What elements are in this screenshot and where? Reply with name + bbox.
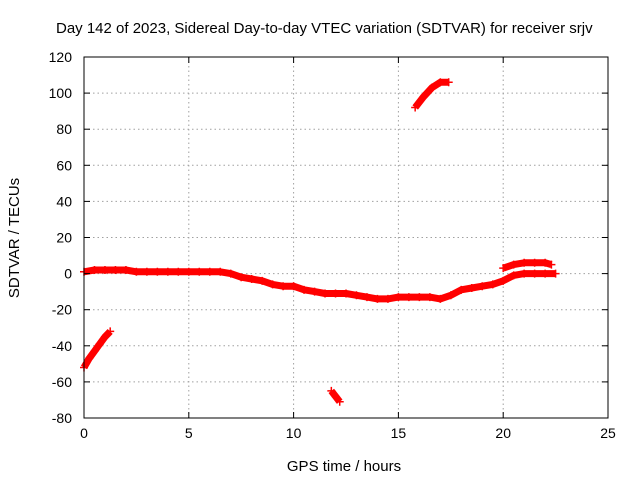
data-point	[163, 267, 172, 276]
x-tick-label: 0	[80, 425, 88, 441]
data-point	[132, 267, 141, 276]
data-point	[331, 289, 340, 298]
data-point	[195, 267, 204, 276]
data-point	[342, 289, 350, 298]
x-tick-label: 5	[185, 425, 193, 441]
y-axis-label: SDTVAR / TECUs	[6, 178, 23, 298]
y-tick-label: 80	[56, 121, 72, 137]
data-point	[436, 294, 445, 303]
data-point	[279, 282, 288, 291]
data-point	[216, 267, 225, 276]
y-tick-label: -80	[52, 410, 72, 426]
data-point	[446, 291, 455, 300]
data-point	[258, 276, 267, 285]
data-point	[174, 267, 183, 276]
data-point	[85, 354, 94, 363]
data-point	[547, 260, 556, 269]
data-point	[310, 287, 319, 296]
data-point	[499, 264, 508, 273]
data-point	[520, 269, 529, 278]
x-tick-label: 10	[286, 425, 302, 441]
data-point	[509, 260, 518, 269]
data-point	[530, 269, 539, 278]
data-point	[300, 285, 309, 294]
data-point	[106, 327, 115, 336]
data-point	[488, 280, 497, 289]
y-tick-label: 120	[49, 49, 73, 65]
data-point	[268, 280, 277, 289]
data-point	[394, 293, 403, 302]
data-point	[335, 397, 344, 406]
data-point	[205, 267, 214, 276]
data-point	[153, 267, 162, 276]
data-point	[90, 265, 99, 274]
data-point	[478, 282, 487, 291]
series-arc-upper-right	[502, 259, 553, 272]
y-tick-label: 60	[56, 157, 72, 173]
data-point	[90, 347, 99, 356]
x-tick-label: 20	[495, 425, 511, 441]
data-point	[321, 289, 330, 298]
data-point	[184, 267, 193, 276]
y-tick-label: 20	[56, 230, 72, 246]
data-point	[444, 78, 453, 87]
data-point	[327, 386, 336, 395]
data-point	[100, 265, 109, 274]
data-point	[415, 293, 424, 302]
data-point	[427, 83, 436, 92]
y-tick-label: 100	[49, 85, 73, 101]
data-point	[289, 282, 298, 291]
data-point	[436, 78, 445, 87]
data-point	[541, 269, 550, 278]
data-point	[425, 293, 434, 302]
data-point	[100, 332, 109, 341]
data-point	[352, 291, 361, 300]
data-point	[142, 267, 151, 276]
data-point	[404, 293, 413, 302]
y-tick-label: -20	[52, 302, 72, 318]
series-main	[83, 266, 556, 303]
data-point	[111, 265, 120, 274]
data-point	[95, 339, 104, 348]
data-point	[362, 293, 371, 302]
x-axis-label: GPS time / hours	[287, 458, 401, 475]
data-point	[457, 285, 466, 294]
data-point	[121, 265, 130, 274]
data-point	[226, 269, 235, 278]
chart-title: Day 142 of 2023, Sidereal Day-to-day VTE…	[56, 20, 593, 37]
y-tick-label: -40	[52, 338, 72, 354]
x-tick-label: 15	[391, 425, 407, 441]
data-point	[520, 258, 529, 267]
series-arc-start	[80, 328, 113, 370]
data-point	[499, 276, 508, 285]
y-tick-label: 0	[64, 266, 72, 282]
data-point	[331, 392, 340, 401]
data-point	[247, 275, 256, 284]
data-point	[530, 258, 539, 267]
data-point	[541, 258, 550, 267]
ticks: 0 5 10 15 20 25 -80 -60 -40 -20 0 20 40 60 80 100 120	[49, 49, 616, 441]
data-point	[467, 284, 476, 293]
y-tick-label: -60	[52, 374, 72, 390]
data-point	[237, 273, 246, 282]
data-point	[551, 269, 560, 278]
grid	[84, 57, 608, 418]
data-point	[419, 92, 428, 101]
data-point	[411, 103, 420, 112]
data-point	[373, 294, 382, 303]
series-layer	[80, 78, 560, 406]
data-point	[383, 294, 392, 303]
x-tick-label: 25	[600, 425, 616, 441]
data-point	[509, 271, 518, 280]
y-tick-label: 40	[56, 193, 72, 209]
